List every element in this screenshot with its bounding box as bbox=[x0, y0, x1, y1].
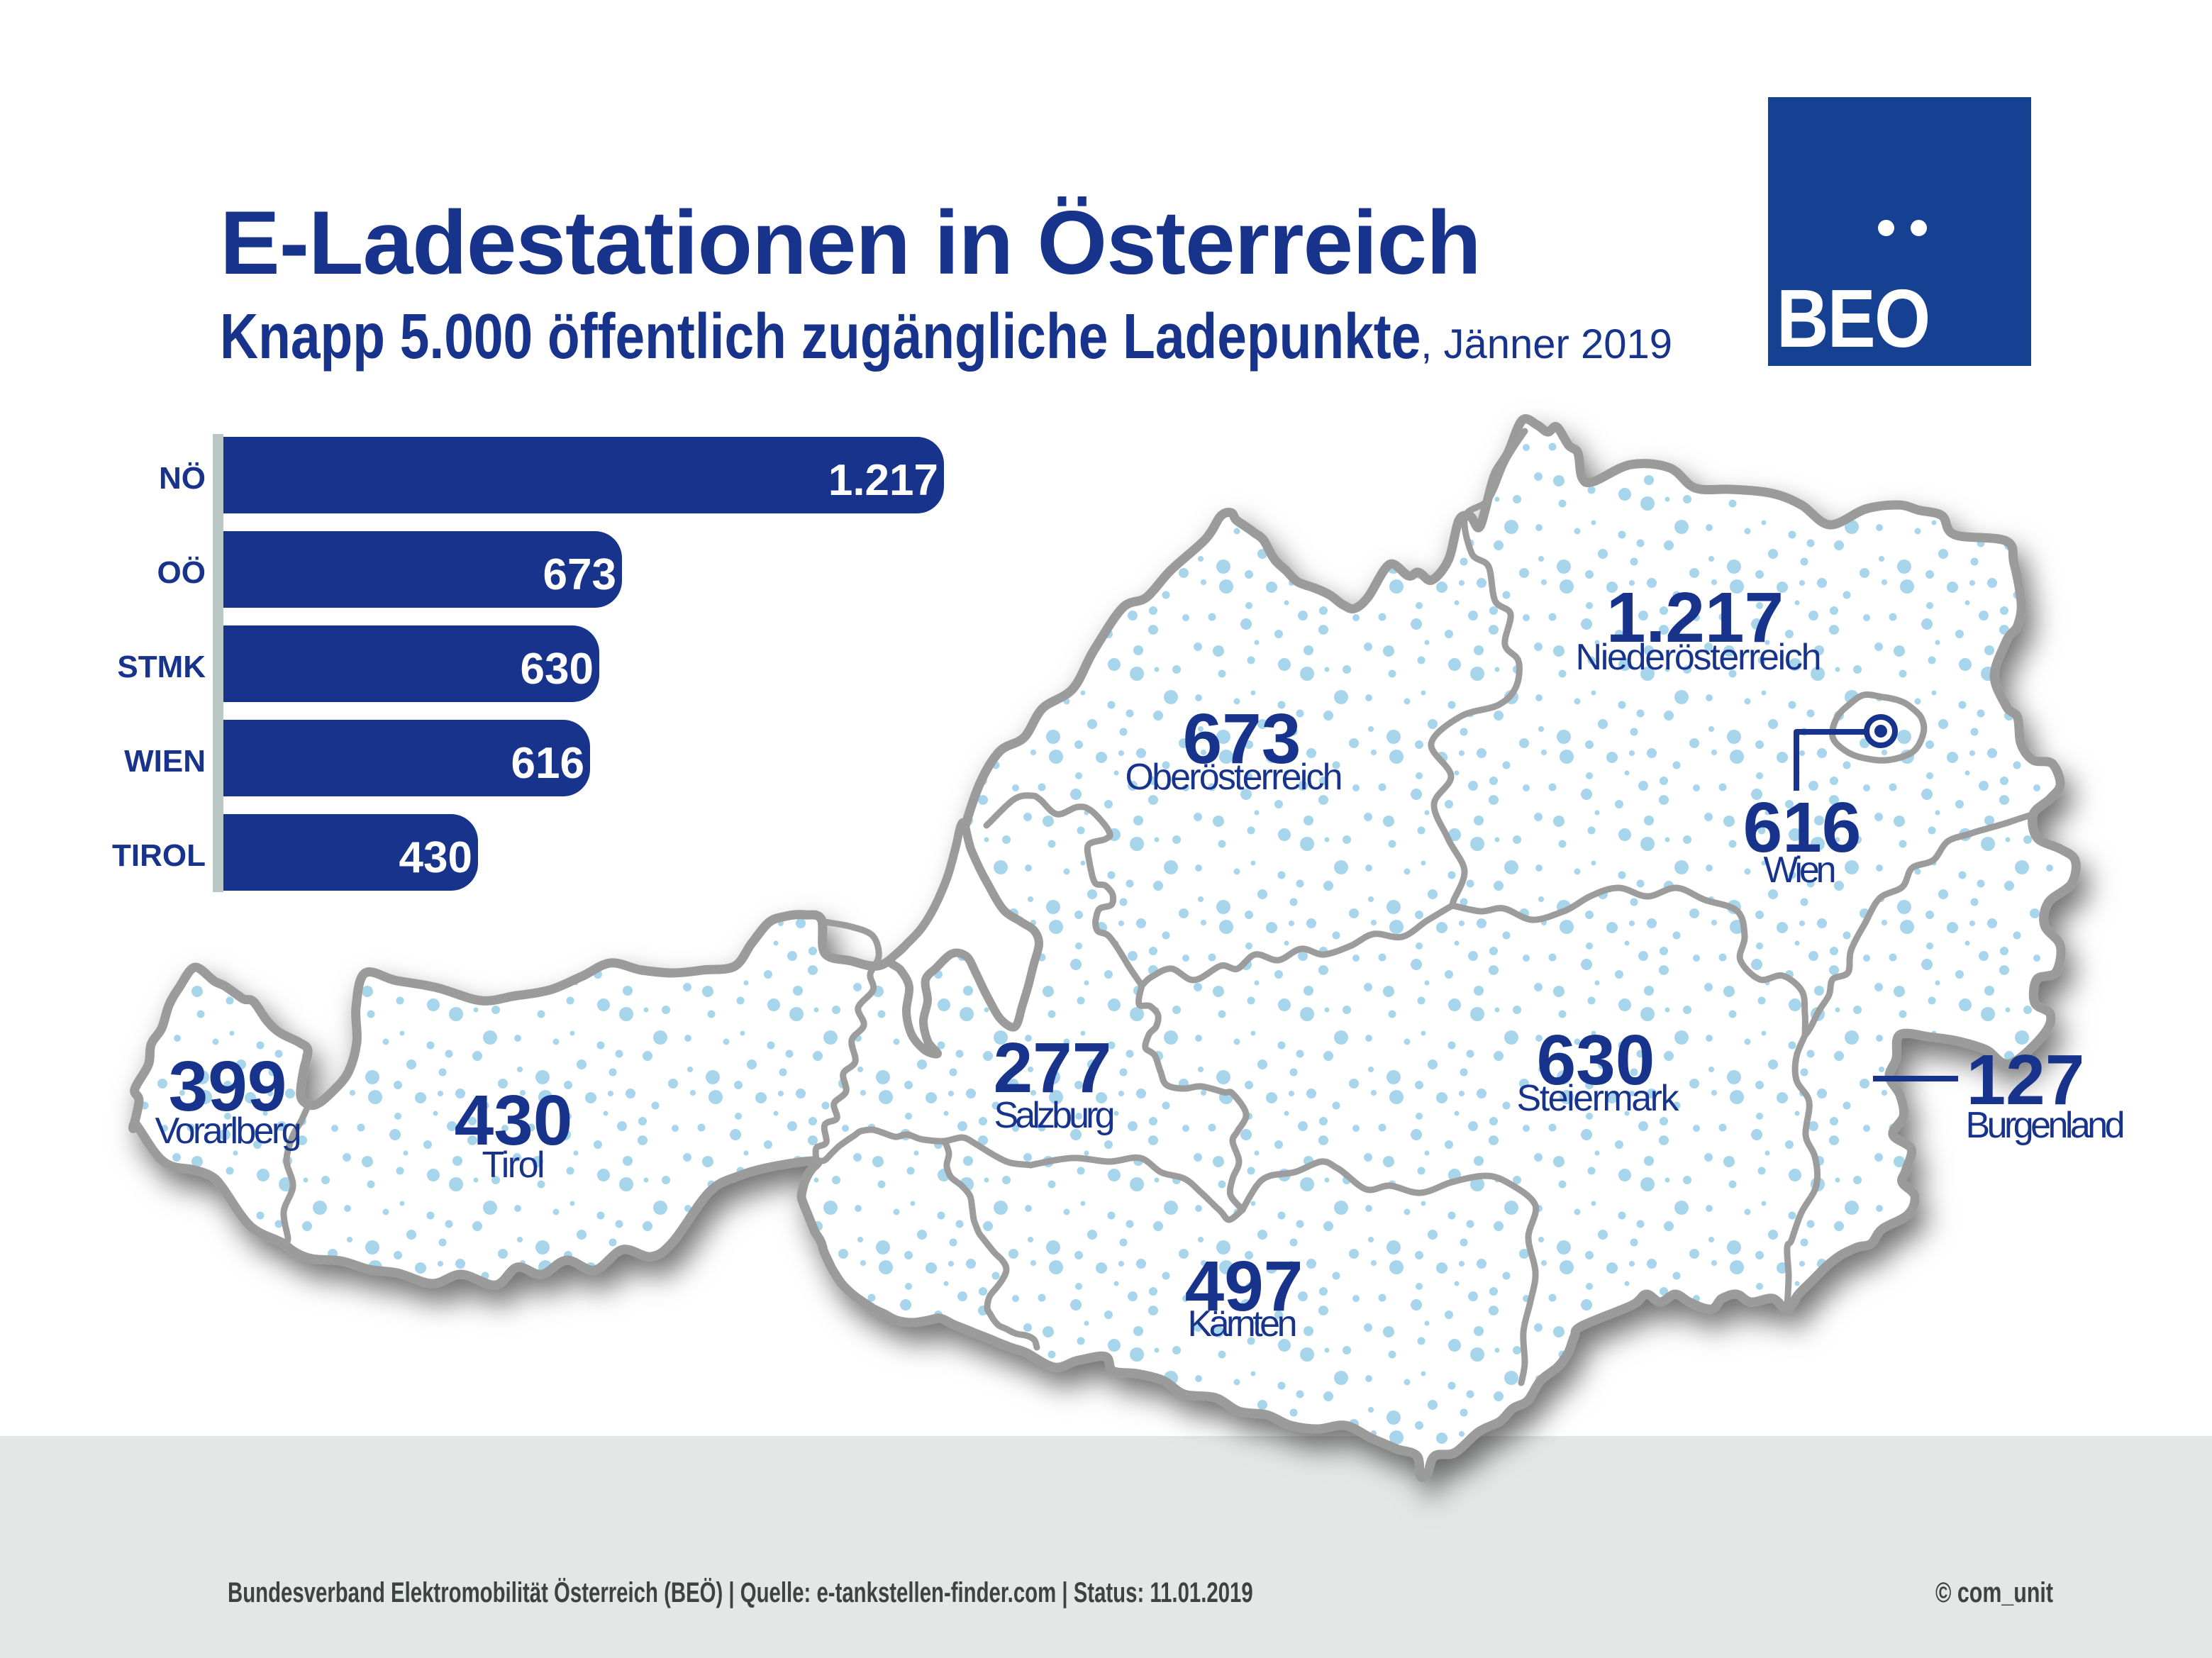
svg-text:Burgenland: Burgenland bbox=[1966, 1105, 2125, 1146]
svg-text:430: 430 bbox=[455, 1081, 573, 1160]
svg-text:Tirol: Tirol bbox=[482, 1145, 545, 1186]
svg-text:673: 673 bbox=[1183, 699, 1301, 779]
svg-text:497: 497 bbox=[1185, 1247, 1304, 1326]
svg-text:399: 399 bbox=[169, 1047, 287, 1126]
svg-text:Salzburg: Salzburg bbox=[994, 1095, 1116, 1136]
svg-text:277: 277 bbox=[994, 1028, 1112, 1108]
svg-text:630: 630 bbox=[1537, 1020, 1655, 1100]
svg-text:127: 127 bbox=[1967, 1040, 2085, 1120]
svg-text:Wien: Wien bbox=[1764, 850, 1837, 891]
svg-text:Kärnten: Kärnten bbox=[1188, 1303, 1298, 1345]
svg-text:Niederösterreich: Niederösterreich bbox=[1576, 637, 1822, 678]
svg-text:Steiermark: Steiermark bbox=[1517, 1078, 1680, 1119]
svg-text:Oberösterreich: Oberösterreich bbox=[1126, 757, 1343, 798]
svg-text:Vorarlberg: Vorarlberg bbox=[155, 1111, 302, 1152]
svg-text:1.217: 1.217 bbox=[1606, 578, 1784, 657]
svg-text:616: 616 bbox=[1743, 788, 1862, 867]
